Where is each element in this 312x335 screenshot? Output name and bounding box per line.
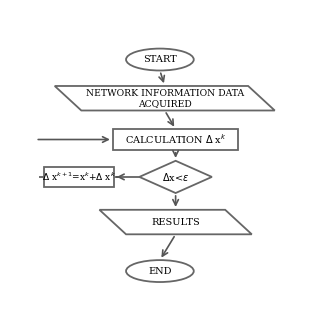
Text: CALCULATION $\Delta$ x$^k$: CALCULATION $\Delta$ x$^k$ — [125, 133, 227, 146]
Bar — [113, 129, 238, 150]
Text: $\Delta$x<$\varepsilon$: $\Delta$x<$\varepsilon$ — [162, 171, 189, 183]
Text: RESULTS: RESULTS — [151, 217, 200, 226]
Bar — [44, 166, 114, 187]
Text: NETWORK INFORMATION DATA
ACQUIRED: NETWORK INFORMATION DATA ACQUIRED — [86, 88, 244, 108]
Text: END: END — [148, 267, 172, 276]
Text: START: START — [143, 55, 177, 64]
Text: $\Delta$ x$^{k+1}$=x$^k$+$\Delta$ x$^k$: $\Delta$ x$^{k+1}$=x$^k$+$\Delta$ x$^k$ — [42, 171, 116, 183]
